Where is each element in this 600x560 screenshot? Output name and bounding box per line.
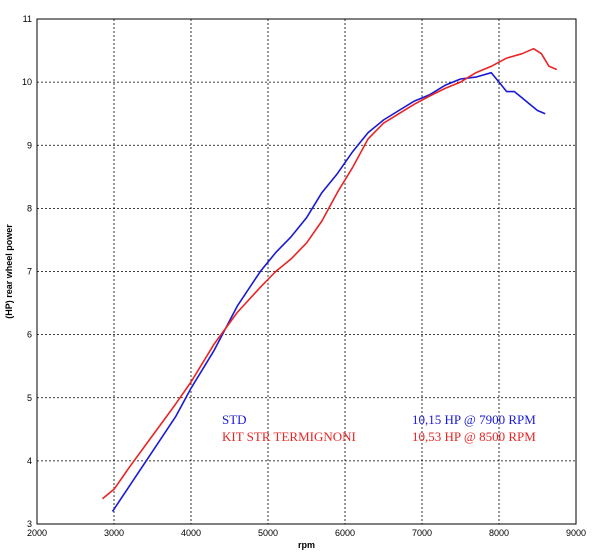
y-tick-label: 11 bbox=[23, 14, 32, 24]
y-tick-label: 9 bbox=[27, 140, 32, 150]
tick-labels: 2000 3000 4000 5000 6000 7000 8000 9000 3 4 5 6 7 8 9 1… bbox=[22, 14, 586, 538]
y-tick-label: 6 bbox=[27, 330, 32, 340]
x-tick-label: 6000 bbox=[335, 528, 355, 538]
y-tick-label: 5 bbox=[27, 393, 32, 403]
y-tick-label: 3 bbox=[27, 519, 32, 529]
x-tick-label: 5000 bbox=[258, 528, 278, 538]
x-tick-label: 9000 bbox=[566, 528, 586, 538]
legend-kit-peak: 10,53 HP @ 8500 RPM bbox=[412, 429, 536, 444]
legend-std-peak: 10,15 HP @ 7900 RPM bbox=[412, 412, 536, 427]
plot-frame bbox=[36, 18, 577, 525]
x-tick-label: 7000 bbox=[412, 528, 432, 538]
legend-std-name: STD bbox=[222, 412, 247, 427]
x-tick-label: 8000 bbox=[489, 528, 509, 538]
y-tick-label: 4 bbox=[27, 456, 32, 466]
y-tick-label: 10 bbox=[22, 77, 32, 87]
x-tick-label: 2000 bbox=[27, 528, 47, 538]
grid-layer bbox=[37, 19, 576, 524]
legend-kit-name: KIT STR TERMIGNONI bbox=[222, 429, 356, 444]
y-tick-label: 8 bbox=[27, 203, 32, 213]
y-axis-title: (HP) rear wheel power bbox=[4, 224, 14, 319]
x-axis-title: rpm bbox=[298, 540, 315, 550]
series-layer bbox=[101, 47, 558, 512]
legend: STD 10,15 HP @ 7900 RPM KIT STR TERMIGNO… bbox=[222, 412, 536, 444]
series-line-std bbox=[111, 71, 546, 512]
y-tick-label: 7 bbox=[27, 267, 32, 277]
series-line-kit-str-termignoni bbox=[101, 47, 558, 500]
x-tick-label: 4000 bbox=[181, 528, 201, 538]
x-tick-label: 3000 bbox=[104, 528, 124, 538]
